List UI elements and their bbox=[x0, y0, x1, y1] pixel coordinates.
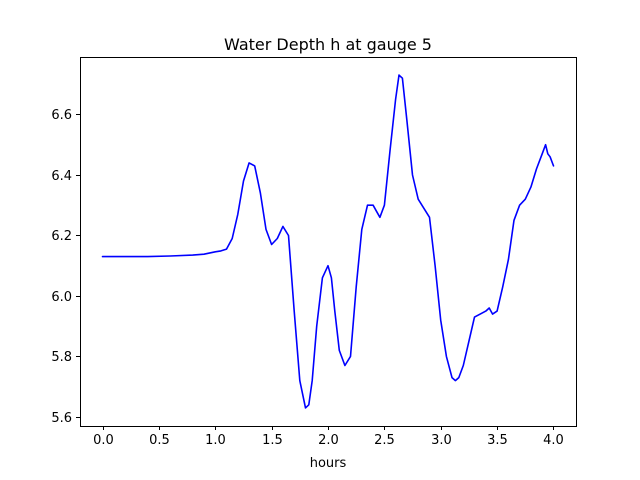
y-tick-label: 6.6 bbox=[51, 108, 72, 123]
x-tick-label: 4.0 bbox=[543, 433, 564, 448]
y-tick-label: 6.0 bbox=[51, 290, 72, 305]
y-tick-label: 5.8 bbox=[51, 350, 72, 365]
x-tick-label: 3.5 bbox=[487, 433, 508, 448]
y-tick-label: 6.4 bbox=[51, 169, 72, 184]
x-axis: 0.0 0.5 1.0 1.5 2.0 2.5 3.0 3.5 4.0 bbox=[93, 426, 564, 448]
y-tick-label: 5.6 bbox=[51, 411, 72, 426]
x-tick-label: 0.0 bbox=[93, 433, 114, 448]
series-line bbox=[101, 74, 555, 409]
x-tick-label: 1.0 bbox=[205, 433, 226, 448]
y-axis: 5.6 5.8 6.0 6.2 6.4 6.6 bbox=[51, 108, 80, 426]
plot-area bbox=[80, 57, 577, 427]
x-tick-label: 1.5 bbox=[262, 433, 283, 448]
chart-title: Water Depth h at gauge 5 bbox=[224, 35, 432, 54]
x-tick-label: 2.0 bbox=[318, 433, 339, 448]
x-tick-label: 0.5 bbox=[149, 433, 170, 448]
x-axis-label: hours bbox=[310, 456, 347, 471]
axes-frame bbox=[80, 57, 577, 427]
x-tick-label: 3.0 bbox=[431, 433, 452, 448]
y-tick-label: 6.2 bbox=[51, 229, 72, 244]
x-tick-label: 2.5 bbox=[374, 433, 395, 448]
